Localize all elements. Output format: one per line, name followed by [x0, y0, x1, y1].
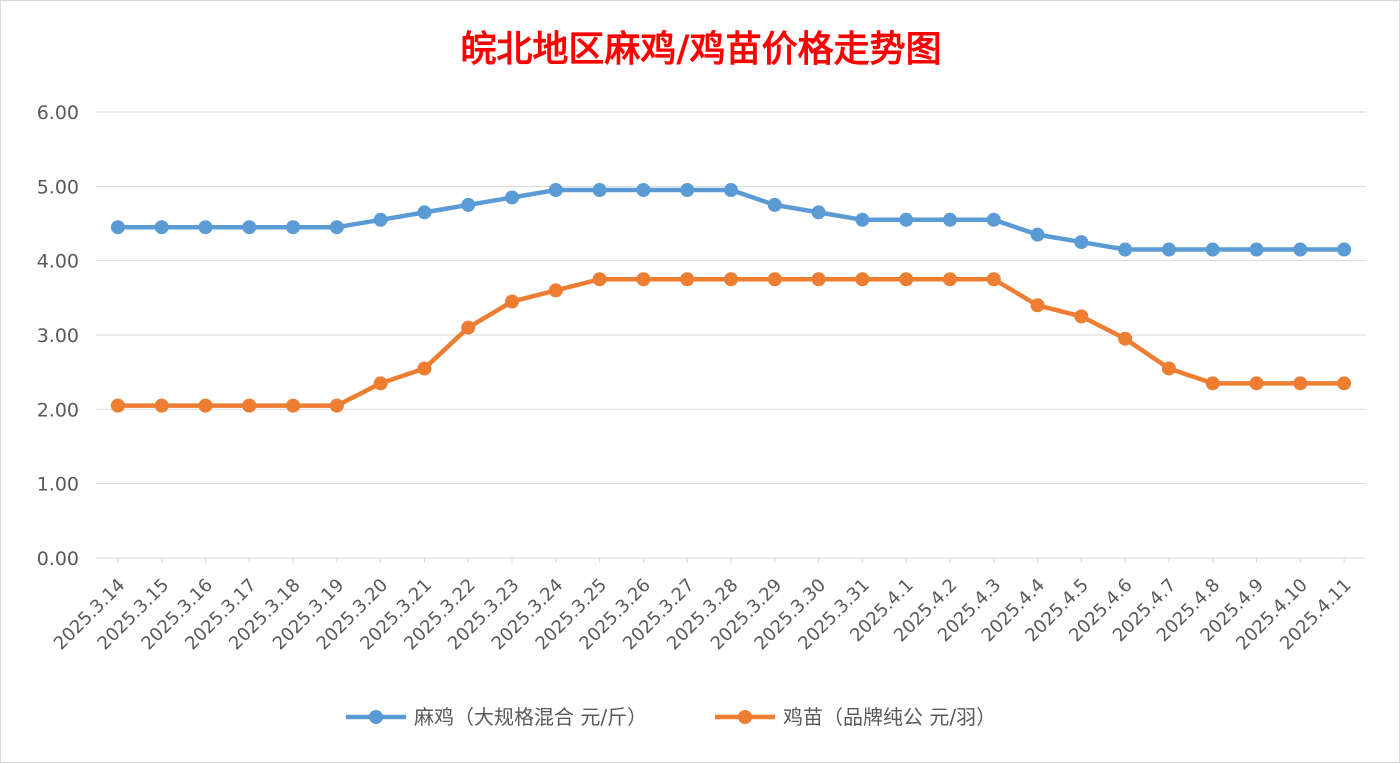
data-point: [592, 183, 607, 198]
data-point: [1118, 331, 1133, 346]
data-point: [505, 190, 520, 205]
data-point: [461, 197, 476, 212]
data-point: [942, 272, 957, 287]
data-point: [986, 272, 1001, 287]
data-point: [724, 183, 738, 198]
data-point: [461, 320, 476, 335]
data-point: [1249, 242, 1264, 257]
data-point: [198, 398, 213, 413]
gridlines: [96, 111, 1366, 559]
data-point: [680, 272, 695, 287]
data-point: [1074, 235, 1089, 250]
data-point: [855, 272, 870, 287]
y-tick-label: 6.00: [37, 102, 79, 124]
data-point: [592, 272, 607, 287]
x-axis: 2025.3.142025.3.152025.3.162025.3.172025…: [50, 558, 1356, 654]
data-point: [154, 398, 169, 413]
data-point: [1293, 242, 1308, 257]
data-point: [1074, 309, 1089, 324]
legend-item: 鸡苗（品牌纯公 元/羽）: [715, 705, 996, 729]
legend-label: 鸡苗（品牌纯公 元/羽）: [783, 705, 996, 729]
data-point: [767, 197, 782, 212]
data-point: [855, 212, 870, 227]
data-point: [417, 361, 432, 376]
data-point: [329, 398, 344, 413]
data-point: [899, 212, 914, 227]
chart-title: 皖北地区麻鸡/鸡苗价格走势图: [460, 28, 941, 70]
legend-label: 麻鸡（大规格混合 元/斤）: [414, 705, 647, 729]
legend-item: 麻鸡（大规格混合 元/斤）: [346, 705, 647, 729]
y-tick-label: 2.00: [37, 399, 79, 421]
data-point: [1161, 242, 1176, 257]
data-point: [986, 212, 1001, 227]
data-point: [286, 398, 301, 413]
data-point: [1337, 242, 1352, 257]
data-point: [329, 220, 344, 235]
data-point: [548, 283, 563, 298]
data-point: [1118, 242, 1133, 257]
data-point: [110, 398, 125, 413]
data-point: [154, 220, 169, 235]
series-layer: [110, 183, 1352, 413]
data-point: [286, 220, 301, 235]
data-point: [1337, 376, 1352, 391]
series-2: [110, 272, 1352, 413]
data-point: [1161, 361, 1176, 376]
data-point: [110, 220, 125, 235]
y-tick-label: 0.00: [37, 548, 79, 570]
data-point: [724, 272, 738, 287]
data-point: [1205, 242, 1220, 257]
y-tick-label: 3.00: [37, 325, 79, 347]
series-line: [115, 277, 1347, 408]
y-tick-label: 1.00: [37, 474, 79, 496]
data-point: [1030, 227, 1045, 242]
y-axis: 0.00 1.00 2.00 3.00 4.00 5.00 6.00: [37, 102, 79, 570]
data-point: [811, 272, 826, 287]
data-point: [811, 205, 826, 220]
data-point: [899, 272, 914, 287]
data-point: [942, 212, 957, 227]
data-point: [242, 398, 257, 413]
legend: 麻鸡（大规格混合 元/斤） 鸡苗（品牌纯公 元/羽）: [346, 705, 996, 729]
legend-marker: [369, 710, 383, 724]
data-point: [1205, 376, 1220, 391]
data-point: [548, 183, 563, 198]
series-1: [110, 183, 1352, 257]
data-point: [680, 183, 695, 198]
legend-marker: [738, 710, 752, 724]
data-point: [636, 272, 651, 287]
data-point: [636, 183, 651, 198]
data-point: [417, 205, 432, 220]
data-point: [505, 294, 520, 309]
data-point: [242, 220, 257, 235]
data-point: [1249, 376, 1264, 391]
y-tick-label: 4.00: [37, 251, 79, 273]
data-point: [198, 220, 213, 235]
data-point: [373, 376, 388, 391]
y-tick-label: 5.00: [37, 176, 79, 198]
series-line: [115, 187, 1347, 252]
data-point: [767, 272, 782, 287]
data-point: [1293, 376, 1308, 391]
data-point: [1030, 298, 1045, 313]
data-point: [373, 212, 388, 227]
